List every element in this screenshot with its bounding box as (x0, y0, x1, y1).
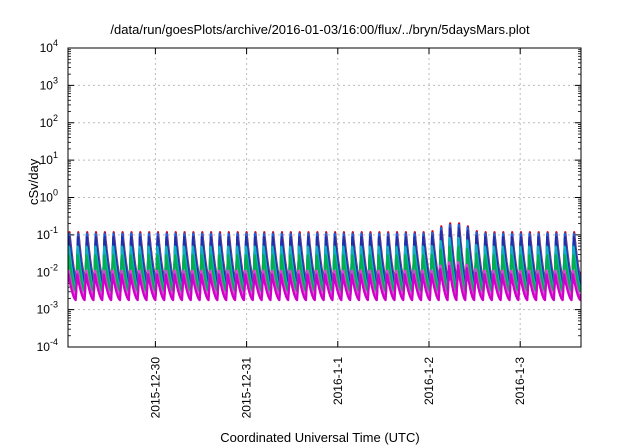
series-line (68, 264, 581, 302)
y-tick-label: 104 (40, 38, 58, 55)
y-tick-label: 101 (40, 150, 58, 167)
x-tick-label: 2016-1-3 (513, 357, 527, 405)
x-tick-label: 2016-1-1 (331, 357, 345, 405)
x-tick-label: 2015-12-31 (240, 357, 254, 419)
x-tick-label: 2015-12-30 (148, 357, 162, 419)
y-tick-label: 100 (40, 188, 58, 205)
y-tick-label: 10-3 (37, 300, 58, 317)
y-tick-label: 10-4 (37, 337, 58, 354)
y-tick-label: 103 (40, 75, 58, 92)
x-axis-label: Coordinated Universal Time (UTC) (220, 430, 420, 445)
chart-title: /data/run/goesPlots/archive/2016-01-03/1… (110, 22, 530, 37)
y-tick-label: 10-1 (37, 225, 58, 242)
y-tick-label: 102 (40, 113, 58, 130)
plot-frame (67, 47, 582, 348)
x-tick-label: 2016-1-2 (422, 357, 436, 405)
y-tick-label: 10-2 (37, 262, 58, 279)
